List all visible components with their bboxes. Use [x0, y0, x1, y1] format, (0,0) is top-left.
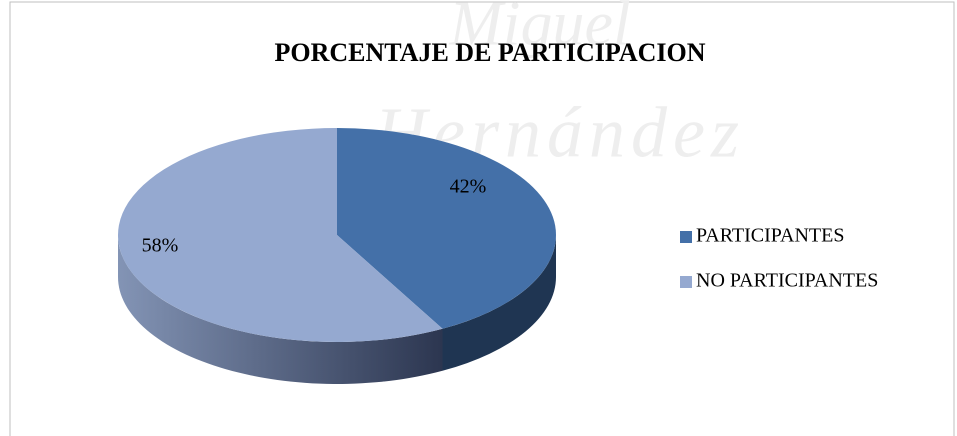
legend-label: PARTICIPANTES [696, 225, 844, 247]
legend-swatch [680, 231, 692, 243]
pie-side [117, 235, 443, 384]
watermark: Miguel [448, 0, 630, 59]
data-label: 42% [450, 176, 487, 198]
legend-swatch [680, 276, 692, 288]
pie-side [442, 235, 556, 371]
pie-slice [337, 128, 556, 329]
data-label: 58% [142, 235, 179, 257]
chart-title: PORCENTAJE DE PARTICIPACION [275, 38, 706, 67]
legend-label: NO PARTICIPANTES [696, 270, 878, 292]
pie-slice [117, 128, 443, 342]
